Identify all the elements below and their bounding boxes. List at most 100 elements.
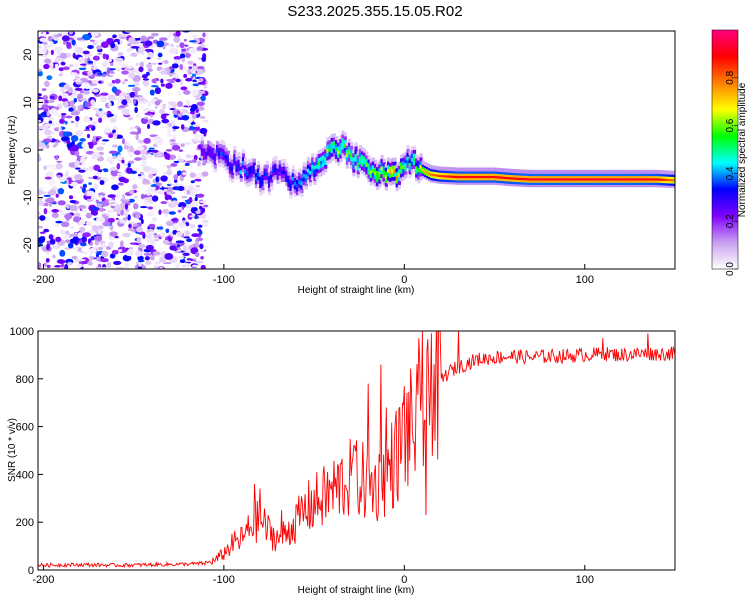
ridge-cell: [471, 176, 475, 181]
ridge-cell: [480, 167, 484, 172]
ridge-cell: [549, 169, 553, 174]
ridge-cell: [436, 177, 440, 182]
noise-cell: [133, 196, 139, 199]
ridge-cell: [668, 177, 672, 182]
noise-cell: [110, 203, 117, 207]
noise-cell: [69, 72, 79, 76]
ridge-cell: [596, 181, 601, 186]
ridge-cell: [263, 164, 267, 169]
noise-cell: [65, 170, 69, 176]
noise-cell: [132, 184, 138, 190]
ridge-cell: [542, 178, 547, 183]
ridge-cell: [670, 177, 674, 182]
ridge-cell: [672, 173, 675, 178]
noise-cell: [169, 43, 175, 48]
ridge-cell: [594, 176, 599, 181]
ridge-cell: [510, 182, 514, 187]
ridge-cell: [653, 176, 657, 181]
snr-x-tick-label: 0: [401, 574, 407, 586]
ridge-cell: [347, 150, 352, 155]
ridge-cell: [599, 174, 603, 179]
ridge-cell: [421, 169, 425, 174]
ridge-cell: [506, 170, 510, 175]
ridge-cell: [592, 181, 596, 186]
snr-x-label: Height of straight line (km): [298, 585, 415, 596]
noise-cell: [112, 34, 117, 39]
ridge-cell: [415, 169, 419, 174]
ridge-cell: [601, 181, 605, 186]
noise-cell: [52, 254, 56, 259]
ridge-cell: [376, 178, 380, 183]
noise-cell: [63, 101, 69, 108]
noise-cell: [132, 223, 139, 227]
ridge-cell: [308, 174, 313, 179]
ridge-cell: [519, 169, 523, 174]
ridge-cell: [527, 169, 531, 174]
noise-cell: [90, 236, 95, 241]
noise-cell: [181, 66, 190, 71]
noise-cell: [117, 172, 123, 176]
ridge-cell: [447, 180, 451, 185]
ridge-cell: [280, 166, 285, 171]
ridge-cell: [293, 189, 298, 194]
noise-cell: [192, 124, 200, 127]
ridge-cell: [594, 169, 599, 174]
noise-cell: [110, 42, 116, 49]
ridge-cell: [360, 166, 365, 171]
noise-cell: [98, 110, 106, 117]
ridge-cell: [503, 168, 508, 173]
ridge-cell: [592, 172, 596, 177]
ridge-cell: [506, 172, 510, 177]
noise-cell: [92, 135, 97, 143]
noise-cell: [101, 266, 108, 269]
ridge-cell: [534, 181, 538, 186]
ridge-cell: [490, 178, 495, 183]
ridge-cell: [419, 161, 423, 166]
noise-cell: [192, 83, 200, 87]
noise-cell: [129, 189, 135, 195]
ridge-cell: [551, 181, 555, 186]
ridge-cell: [664, 172, 668, 177]
ridge-cell: [596, 172, 601, 177]
ridge-cell: [434, 170, 438, 175]
ridge-cell: [664, 181, 668, 186]
noise-cell: [186, 238, 193, 243]
ridge-cell: [272, 164, 276, 169]
ridge-cell: [399, 177, 404, 182]
ridge-cell: [536, 181, 540, 186]
noise-cell: [69, 100, 75, 107]
ridge-cell: [384, 186, 388, 191]
ridge-cell: [410, 150, 414, 155]
snr-y-tick-label: 400: [16, 469, 34, 481]
ridge-cell: [454, 174, 458, 179]
ridge-cell: [566, 183, 570, 188]
ridge-cell: [538, 181, 542, 186]
ridge-cell: [389, 174, 393, 179]
noise-cell: [48, 117, 55, 121]
ridge-cell: [367, 159, 371, 164]
noise-cell: [68, 64, 74, 68]
ridge-cell: [215, 144, 220, 149]
ridge-cell: [651, 176, 655, 181]
ridge-cell: [558, 183, 562, 188]
ridge-cell: [564, 169, 568, 174]
ridge-cell: [477, 169, 482, 174]
ridge-cell: [596, 178, 601, 183]
ridge-cell: [311, 157, 315, 162]
ridge-cell: [497, 178, 501, 183]
noise-cell: [55, 155, 59, 161]
ridge-cell: [499, 179, 503, 184]
ridge-cell: [436, 172, 440, 177]
ridge-cell: [334, 158, 339, 163]
ridge-cell: [248, 159, 252, 164]
ridge-cell: [419, 168, 423, 173]
ridge-cell: [454, 171, 458, 176]
ridge-cell: [627, 169, 631, 174]
ridge-cell: [612, 172, 616, 177]
noise-cell: [99, 207, 105, 212]
ridge-cell: [282, 170, 287, 175]
ridge-cell: [454, 176, 458, 181]
noise-cell: [203, 204, 209, 208]
ridge-cell: [464, 178, 469, 183]
ridge-cell: [397, 161, 401, 166]
